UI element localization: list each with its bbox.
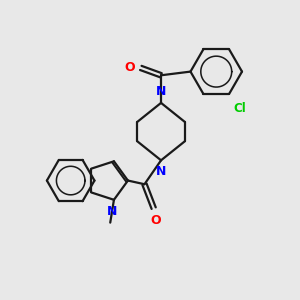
Text: N: N (107, 205, 117, 218)
Text: Cl: Cl (233, 102, 246, 115)
Text: N: N (156, 85, 166, 98)
Text: O: O (150, 214, 161, 227)
Text: O: O (125, 61, 135, 74)
Text: N: N (156, 165, 166, 178)
